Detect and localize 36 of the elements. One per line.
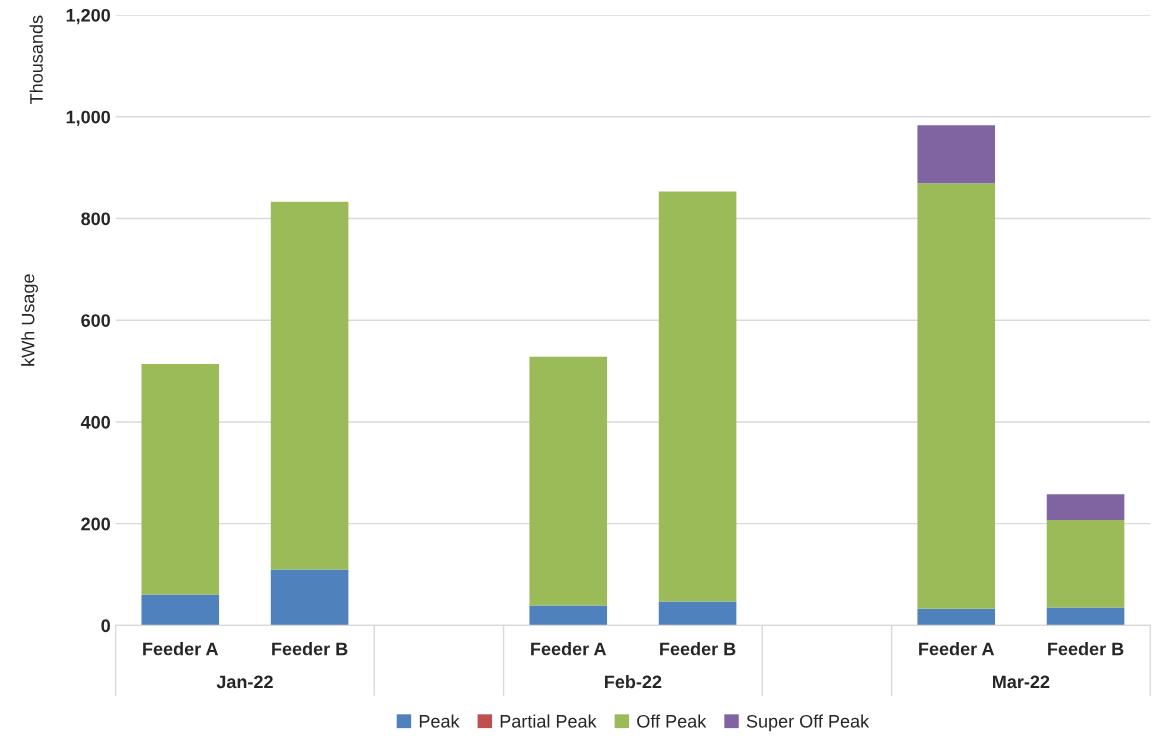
- bar: [529, 356, 608, 606]
- bar: [658, 191, 737, 602]
- y-tick-label: 800: [81, 212, 110, 226]
- y-tick-label: 600: [81, 314, 110, 327]
- bar: [917, 183, 996, 609]
- y-tick-label: 200: [81, 517, 110, 531]
- x-tick-label: Feeder A: [143, 642, 219, 656]
- text: Jan-22: [216, 675, 273, 689]
- bar: [270, 201, 349, 570]
- x-tick-label: Feeder A: [531, 642, 607, 656]
- x-tick-label: Feeder B: [272, 642, 348, 656]
- y-tick-label: 1,200: [66, 8, 110, 25]
- bar: [529, 605, 608, 626]
- bar: [1046, 520, 1125, 608]
- bar: [141, 363, 220, 595]
- bar: [917, 608, 996, 626]
- x-tick-label: Feeder B: [1048, 642, 1124, 656]
- legend-label: Super Off Peak: [746, 714, 870, 732]
- bar: [1046, 607, 1125, 626]
- bar: [658, 601, 737, 626]
- x-tick-label: Feeder A: [919, 642, 995, 656]
- y-axis-title: kWh Usage: [21, 274, 38, 366]
- y-tick-label: 1,000: [66, 110, 110, 127]
- x-tick-label: Feeder B: [660, 642, 736, 656]
- bar: [141, 594, 220, 626]
- text: Feb-22: [605, 674, 662, 689]
- y-tick-label: 0: [101, 619, 110, 633]
- y-tick-label: 400: [80, 415, 110, 429]
- text: Thousands: [29, 15, 43, 104]
- bar: [270, 569, 349, 626]
- legend-label: Partial Peak: [500, 714, 597, 728]
- legend-label: Off Peak: [637, 714, 707, 728]
- legend-label: Peak: [419, 714, 460, 728]
- bar: [917, 125, 996, 184]
- text: Mar-22: [993, 675, 1050, 689]
- bar: [1046, 494, 1125, 521]
